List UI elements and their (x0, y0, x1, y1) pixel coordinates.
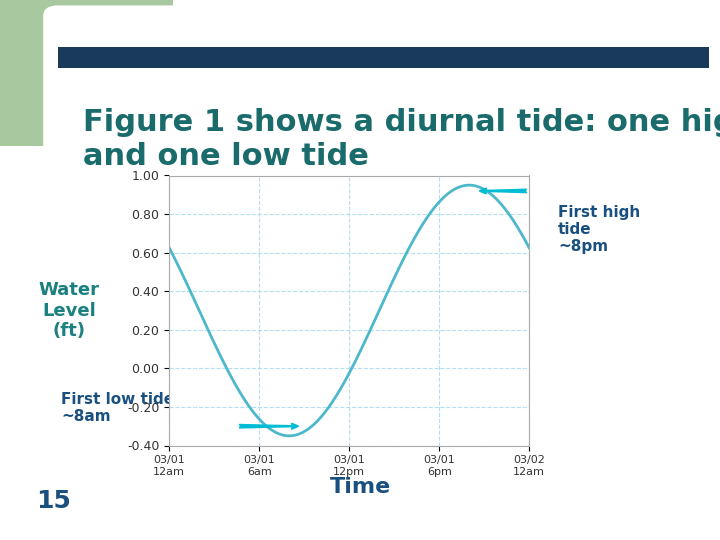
Y-axis label: Water
Level
(ft): Water Level (ft) (38, 281, 99, 340)
Bar (58, 47, 709, 68)
Text: First low tide
~8am: First low tide ~8am (61, 392, 174, 424)
Text: Time: Time (329, 477, 391, 497)
Bar (0, 0, 173, 146)
FancyBboxPatch shape (43, 5, 720, 540)
Text: First high
tide
~8pm: First high tide ~8pm (558, 205, 640, 254)
Text: Figure 1 shows a diurnal tide: one high
and one low tide: Figure 1 shows a diurnal tide: one high … (83, 108, 720, 171)
Text: 15: 15 (36, 489, 71, 513)
